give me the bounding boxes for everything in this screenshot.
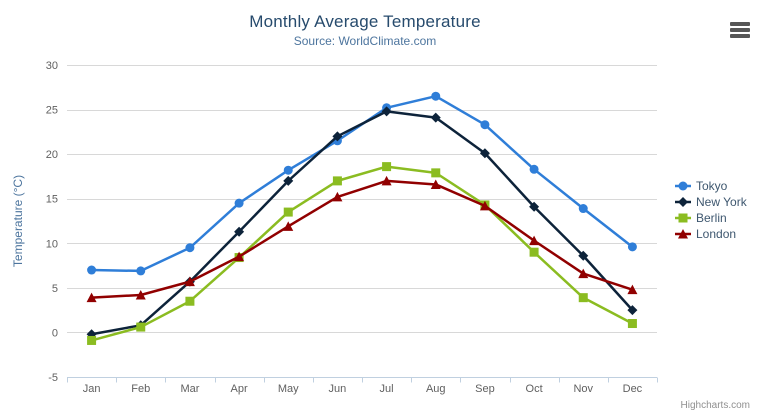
- legend-label-berlin: Berlin: [696, 211, 727, 225]
- data-point-london-jun[interactable]: [332, 191, 343, 202]
- series-tokyo: [87, 91, 637, 276]
- legend-item-berlin[interactable]: Berlin: [675, 211, 727, 225]
- credits-link[interactable]: Highcharts.com: [680, 400, 750, 411]
- data-point-london-apr[interactable]: [234, 251, 245, 262]
- y-gridlines: [67, 65, 657, 378]
- data-point-london-aug[interactable]: [430, 179, 441, 189]
- x-axis-labels: Jan Feb Mar Apr May Jun Jul Aug Sep Oct Nov Dec: [83, 383, 643, 395]
- y-tick-label: 30: [46, 60, 58, 72]
- legend-label-new-york: New York: [696, 195, 748, 209]
- data-point-tokyo-sep[interactable]: [480, 120, 490, 130]
- x-tick-label: May: [278, 383, 299, 395]
- data-point-berlin-mar[interactable]: [185, 296, 195, 306]
- data-point-berlin-aug[interactable]: [431, 168, 441, 178]
- data-point-berlin-dec[interactable]: [627, 319, 637, 329]
- x-tick-label: Sep: [475, 383, 495, 395]
- y-tick-label: 15: [46, 194, 58, 206]
- legend-marker-berlin: [678, 213, 688, 223]
- x-tick-label: Dec: [623, 383, 643, 395]
- x-axis: [67, 377, 658, 383]
- series-line-london: [90, 179, 634, 299]
- data-point-tokyo-mar[interactable]: [185, 243, 195, 253]
- x-tick-label: Jan: [83, 383, 101, 395]
- data-point-new-york-apr[interactable]: [234, 226, 245, 237]
- data-point-new-york-may[interactable]: [283, 175, 294, 186]
- y-tick-label: 5: [52, 283, 58, 295]
- chart-title: Monthly Average Temperature: [249, 12, 481, 31]
- data-point-london-may[interactable]: [283, 221, 294, 231]
- y-tick-label: -5: [48, 372, 58, 384]
- data-point-london-jul[interactable]: [381, 175, 392, 186]
- data-point-london-mar[interactable]: [184, 276, 195, 287]
- data-point-london-sep[interactable]: [479, 200, 490, 211]
- x-tick-label: Jul: [380, 383, 394, 395]
- data-point-tokyo-apr[interactable]: [234, 198, 244, 208]
- data-point-new-york-jul[interactable]: [381, 106, 392, 117]
- legend-marker-tokyo: [678, 181, 688, 191]
- data-point-tokyo-nov[interactable]: [578, 204, 588, 214]
- legend-label-tokyo: Tokyo: [696, 179, 728, 193]
- x-tick-label: Jun: [329, 383, 347, 395]
- y-tick-label: 0: [52, 327, 58, 339]
- x-tick-label: Feb: [131, 383, 150, 395]
- legend-marker-london: [678, 229, 688, 239]
- series-line-new-york: [90, 110, 634, 336]
- x-tick-label: Aug: [426, 383, 446, 395]
- data-point-london-feb[interactable]: [135, 289, 146, 300]
- y-axis-labels: -5 0 5 10 15 20 25 30: [46, 60, 58, 384]
- data-point-berlin-feb[interactable]: [136, 322, 146, 332]
- data-point-berlin-jul[interactable]: [382, 162, 392, 172]
- data-point-tokyo-dec[interactable]: [627, 242, 637, 252]
- series-line-tokyo: [90, 94, 634, 273]
- data-point-berlin-nov[interactable]: [578, 293, 588, 303]
- data-point-london-oct[interactable]: [529, 235, 540, 246]
- export-menu-button[interactable]: [728, 20, 752, 40]
- data-point-new-york-jun[interactable]: [332, 131, 343, 142]
- y-tick-label: 20: [46, 149, 58, 161]
- series-london: [86, 175, 638, 303]
- data-point-berlin-may[interactable]: [283, 207, 293, 217]
- x-tick-label: Apr: [231, 383, 248, 395]
- data-point-new-york-nov[interactable]: [578, 250, 589, 261]
- data-point-berlin-jan[interactable]: [87, 335, 97, 345]
- legend: Tokyo New York Berlin London: [675, 179, 748, 241]
- data-point-new-york-aug[interactable]: [430, 112, 441, 123]
- x-tick-label: Mar: [180, 383, 199, 395]
- x-tick-label: Nov: [573, 383, 593, 395]
- data-point-london-dec[interactable]: [627, 284, 638, 295]
- legend-item-london[interactable]: London: [675, 227, 736, 241]
- data-point-london-jan[interactable]: [86, 292, 97, 303]
- y-tick-label: 10: [46, 238, 58, 250]
- data-point-tokyo-aug[interactable]: [431, 91, 441, 101]
- legend-marker-new-york: [678, 197, 688, 207]
- data-point-tokyo-may[interactable]: [283, 165, 293, 175]
- data-point-new-york-dec[interactable]: [627, 305, 638, 316]
- data-point-berlin-jun[interactable]: [332, 176, 342, 186]
- legend-item-new-york[interactable]: New York: [675, 195, 748, 209]
- hamburger-menu-icon: [730, 22, 750, 38]
- y-tick-label: 25: [46, 105, 58, 117]
- legend-label-london: London: [696, 227, 736, 241]
- data-point-new-york-sep[interactable]: [479, 148, 490, 159]
- data-point-new-york-oct[interactable]: [529, 201, 540, 212]
- y-axis-title: Temperature (°C): [11, 175, 25, 267]
- data-point-tokyo-jan[interactable]: [87, 265, 97, 275]
- data-point-london-nov[interactable]: [578, 268, 589, 279]
- chart-subtitle: Source: WorldClimate.com: [293, 34, 437, 48]
- series-new-york: [86, 106, 638, 340]
- data-point-berlin-oct[interactable]: [529, 247, 539, 257]
- x-tick-label: Oct: [526, 383, 543, 395]
- series-line-berlin: [90, 165, 634, 342]
- legend-item-tokyo[interactable]: Tokyo: [675, 179, 728, 193]
- data-point-tokyo-feb[interactable]: [136, 266, 146, 276]
- data-point-tokyo-oct[interactable]: [529, 164, 539, 174]
